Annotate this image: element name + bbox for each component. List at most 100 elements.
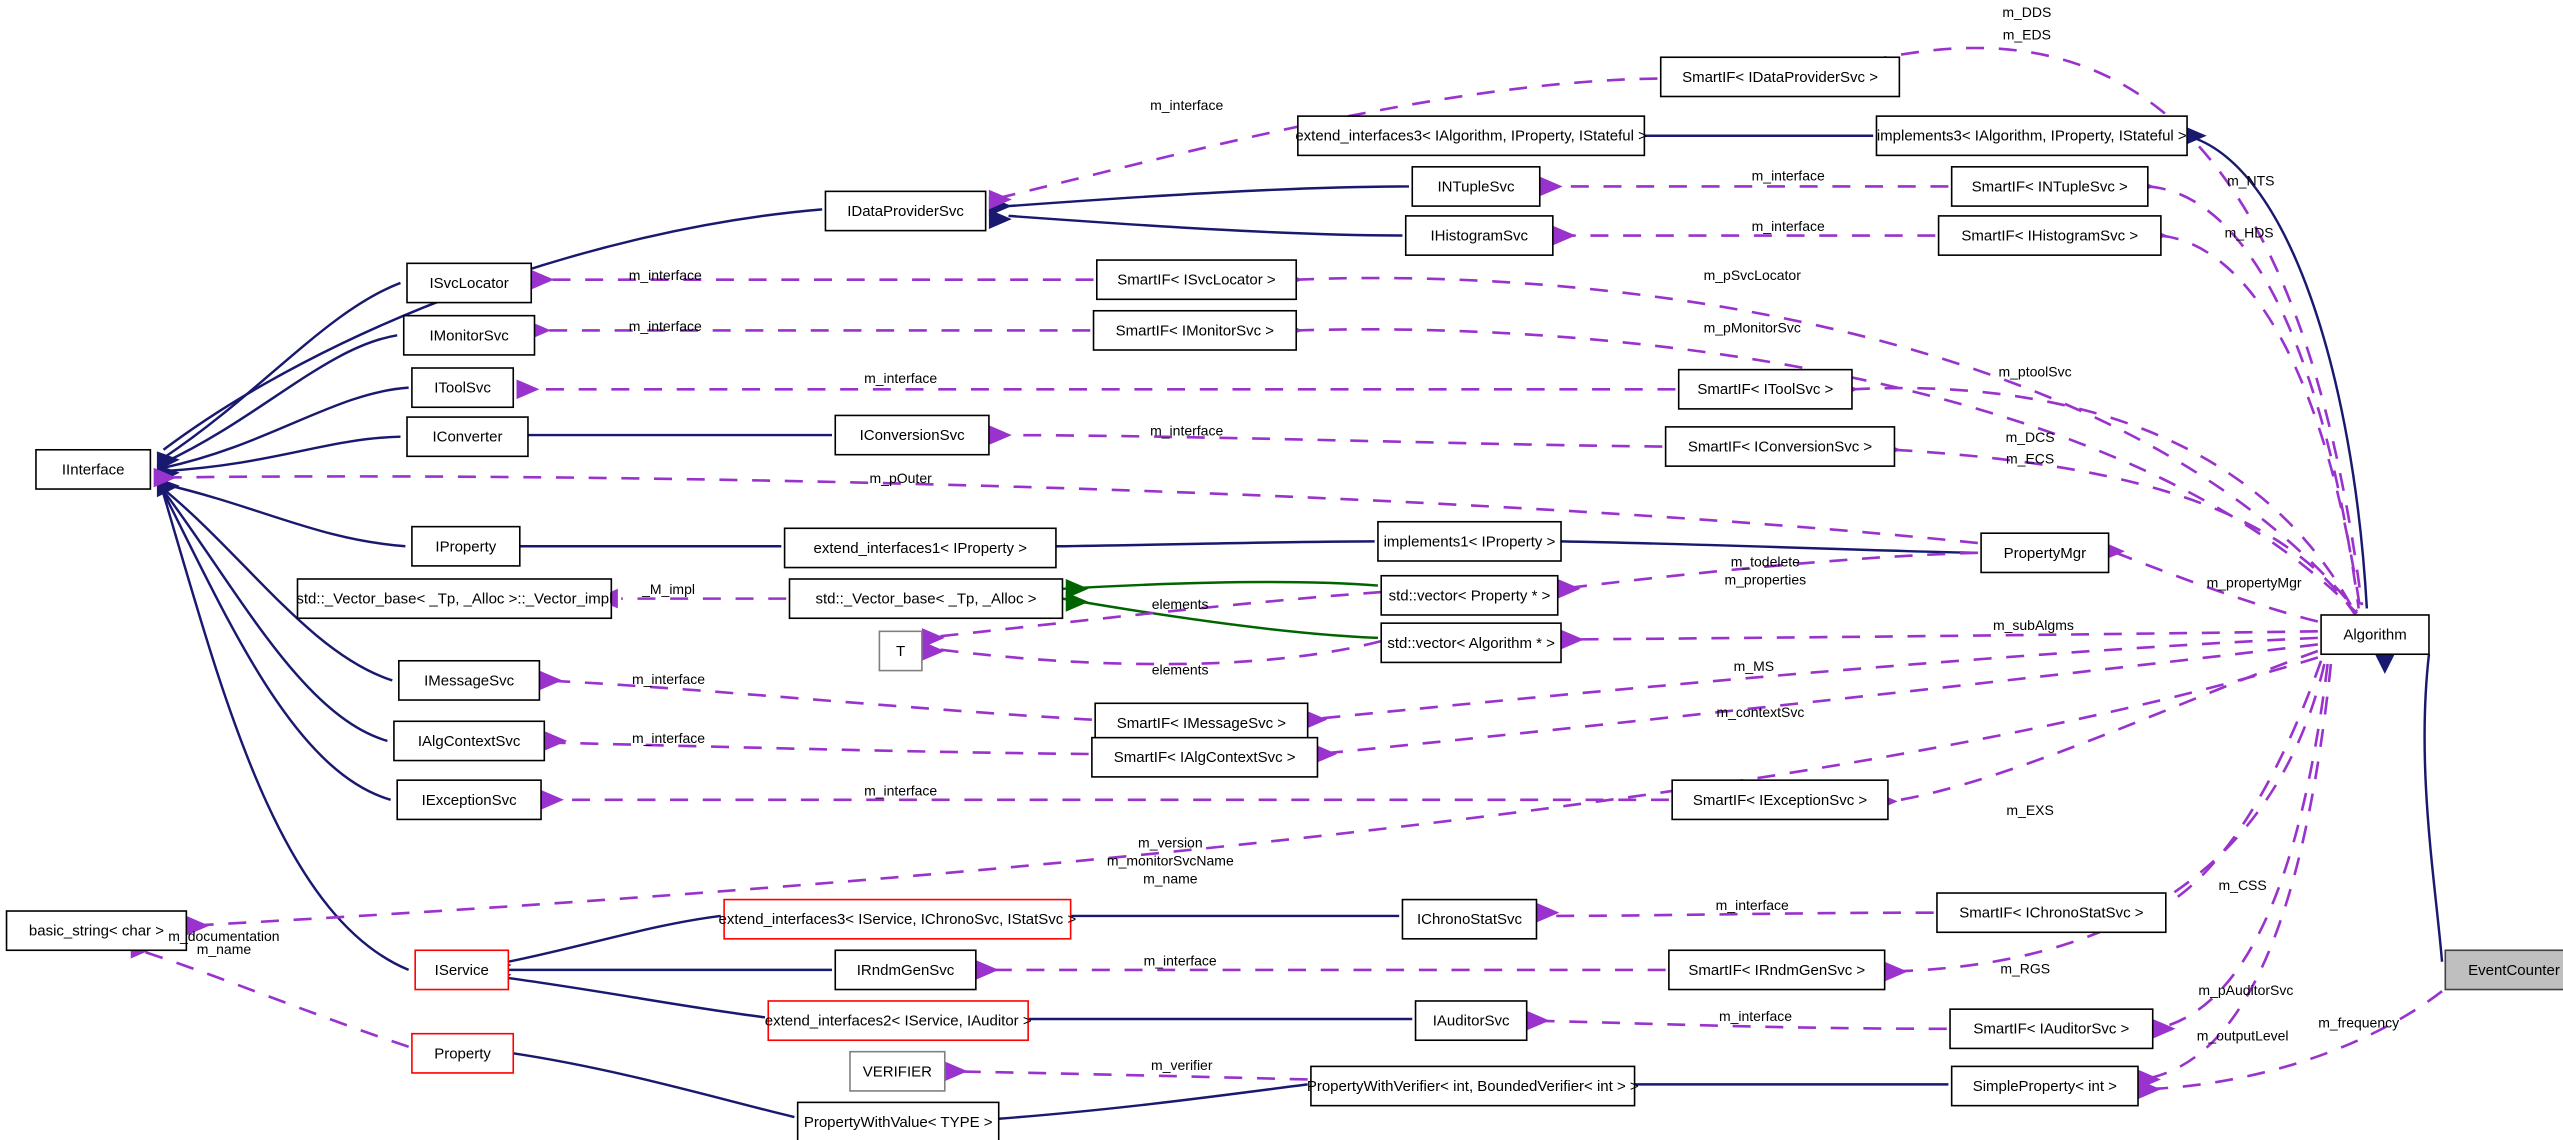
class-node-box[interactable] bbox=[1094, 702, 1309, 744]
class-node-box[interactable] bbox=[1664, 426, 1896, 467]
class-node-box[interactable] bbox=[1937, 215, 2162, 256]
class-node-box[interactable] bbox=[1677, 368, 1853, 410]
class-node-box[interactable] bbox=[398, 659, 541, 701]
class-node-smartif_iconversionsvc[interactable]: SmartIF< IConversionSvc > bbox=[1664, 426, 1896, 467]
class-node-iconversionsvc[interactable]: IConversionSvc bbox=[834, 414, 990, 456]
class-node-box[interactable] bbox=[5, 910, 188, 952]
class-node-box[interactable] bbox=[1092, 309, 1298, 351]
class-node-box[interactable] bbox=[1297, 115, 1646, 157]
class-node-propertywithvalue[interactable]: PropertyWithValue< TYPE > bbox=[796, 1101, 1000, 1140]
class-node-iconverter[interactable]: IConverter bbox=[406, 416, 529, 458]
class-node-box[interactable] bbox=[878, 630, 923, 672]
class-node-simpleproperty[interactable]: SimpleProperty< int > bbox=[1950, 1065, 2139, 1107]
class-node-verifier[interactable]: VERIFIER bbox=[849, 1050, 946, 1092]
class-node-implements1[interactable]: implements1< IProperty > bbox=[1377, 520, 1562, 562]
class-node-vector_impl[interactable]: std::_Vector_base< _Tp, _Alloc >::_Vecto… bbox=[296, 578, 613, 620]
class-node-box[interactable] bbox=[824, 190, 987, 232]
class-node-vector_base[interactable]: std::_Vector_base< _Tp, _Alloc > bbox=[788, 578, 1064, 620]
class-node-box[interactable] bbox=[1668, 949, 1886, 991]
class-node-propertywithverifier[interactable]: PropertyWithVerifier< int, BoundedVerifi… bbox=[1307, 1065, 1639, 1107]
class-node-box[interactable] bbox=[834, 414, 990, 456]
class-node-box[interactable] bbox=[1659, 56, 1901, 98]
class-node-box[interactable] bbox=[296, 578, 613, 620]
class-node-box[interactable] bbox=[788, 578, 1064, 620]
class-node-smartif_irndmgensvc[interactable]: SmartIF< IRndmGenSvc > bbox=[1668, 949, 1886, 991]
class-node-box[interactable] bbox=[1380, 622, 1562, 664]
class-node-box[interactable] bbox=[406, 416, 529, 458]
class-node-itoolsvc[interactable]: IToolSvc bbox=[411, 367, 515, 409]
class-node-smartif_ihistogramsvc[interactable]: SmartIF< IHistogramSvc > bbox=[1937, 215, 2162, 256]
class-node-box[interactable] bbox=[406, 262, 533, 304]
class-node-box[interactable] bbox=[1095, 259, 1298, 301]
class-node-smartif_itoolsvc[interactable]: SmartIF< IToolSvc > bbox=[1677, 368, 1853, 410]
class-node-implements3[interactable]: implements3< IAlgorithm, IProperty, ISta… bbox=[1875, 115, 2188, 157]
class-node-smartif_ialgcontextsvc[interactable]: SmartIF< IAlgContextSvc > bbox=[1091, 736, 1319, 778]
class-node-smartif_intuplesvc[interactable]: SmartIF< INTupleSvc > bbox=[1950, 166, 2149, 207]
class-node-intuplesvc[interactable]: INTupleSvc bbox=[1411, 166, 1541, 207]
class-node-box[interactable] bbox=[411, 1032, 515, 1074]
class-node-box[interactable] bbox=[1671, 779, 1889, 821]
class-node-box[interactable] bbox=[723, 898, 1072, 940]
class-node-ialgcontextsvc[interactable]: IAlgContextSvc bbox=[393, 720, 546, 762]
class-node-box[interactable] bbox=[1377, 520, 1562, 562]
class-node-property_red[interactable]: Property bbox=[411, 1032, 515, 1074]
class-node-box[interactable] bbox=[2320, 614, 2430, 656]
class-node-idataprovidersvc[interactable]: IDataProviderSvc bbox=[824, 190, 987, 232]
class-node-iservice[interactable]: IService bbox=[414, 949, 510, 991]
class-node-extend_interfaces3_svc[interactable]: extend_interfaces3< IService, IChronoSvc… bbox=[719, 898, 1077, 940]
class-node-box[interactable] bbox=[1310, 1065, 1636, 1107]
class-node-imessagesvc[interactable]: IMessageSvc bbox=[398, 659, 541, 701]
class-node-smartif_iexceptionsvc[interactable]: SmartIF< IExceptionSvc > bbox=[1671, 779, 1889, 821]
class-node-box[interactable] bbox=[1949, 1008, 2154, 1050]
class-node-box[interactable] bbox=[834, 949, 977, 991]
class-node-box[interactable] bbox=[414, 949, 510, 991]
class-node-smartif_ichronostatsvc[interactable]: SmartIF< IChronoStatSvc > bbox=[1936, 892, 2167, 934]
class-node-propertymgr[interactable]: PropertyMgr bbox=[1980, 532, 2110, 574]
class-node-ihistogramsvc[interactable]: IHistogramSvc bbox=[1404, 215, 1554, 256]
class-node-box[interactable] bbox=[1411, 166, 1541, 207]
class-node-isvclocator[interactable]: ISvcLocator bbox=[406, 262, 533, 304]
class-node-ichronostatsvc[interactable]: IChronoStatSvc bbox=[1401, 898, 1538, 940]
class-node-smartif_imessagesvc[interactable]: SmartIF< IMessageSvc > bbox=[1094, 702, 1309, 744]
class-node-iauditorsvc[interactable]: IAuditorSvc bbox=[1414, 1000, 1528, 1042]
class-node-box[interactable] bbox=[1380, 574, 1559, 616]
class-node-box[interactable] bbox=[1980, 532, 2110, 574]
class-node-box[interactable] bbox=[411, 525, 521, 567]
class-node-box[interactable] bbox=[402, 314, 536, 356]
class-node-box[interactable] bbox=[1091, 736, 1319, 778]
class-node-extend_interfaces2_svc[interactable]: extend_interfaces2< IService, IAuditor > bbox=[765, 1000, 1032, 1042]
class-node-box[interactable] bbox=[1875, 115, 2188, 157]
class-node-box[interactable] bbox=[1404, 215, 1554, 256]
class-node-box[interactable] bbox=[783, 527, 1057, 569]
class-node-extend_interfaces3_alg[interactable]: extend_interfaces3< IAlgorithm, IPropert… bbox=[1295, 115, 1647, 157]
class-node-eventcounter[interactable]: EventCounter bbox=[2444, 949, 2563, 991]
class-node-basic_string[interactable]: basic_string< char > bbox=[5, 910, 188, 952]
class-node-vector_property[interactable]: std::vector< Property * > bbox=[1380, 574, 1559, 616]
class-node-iproperty[interactable]: IProperty bbox=[411, 525, 521, 567]
class-node-box[interactable] bbox=[849, 1050, 946, 1092]
class-node-box[interactable] bbox=[35, 448, 152, 490]
class-node-smartif_idataprovidersvc[interactable]: SmartIF< IDataProviderSvc > bbox=[1659, 56, 1901, 98]
class-node-box[interactable] bbox=[2444, 949, 2563, 991]
class-node-box[interactable] bbox=[1950, 166, 2149, 207]
class-node-algorithm[interactable]: Algorithm bbox=[2320, 614, 2430, 656]
class-node-box[interactable] bbox=[1414, 1000, 1528, 1042]
class-node-box[interactable] bbox=[396, 779, 542, 821]
class-node-vector_algorithm[interactable]: std::vector< Algorithm * > bbox=[1380, 622, 1562, 664]
class-node-box[interactable] bbox=[1936, 892, 2167, 934]
class-node-irndmgensvc[interactable]: IRndmGenSvc bbox=[834, 949, 977, 991]
class-node-smartif_isvclocator[interactable]: SmartIF< ISvcLocator > bbox=[1095, 259, 1298, 301]
class-node-extend_interfaces1[interactable]: extend_interfaces1< IProperty > bbox=[783, 527, 1057, 569]
class-node-box[interactable] bbox=[767, 1000, 1029, 1042]
class-node-box[interactable] bbox=[796, 1101, 1000, 1140]
class-node-box[interactable] bbox=[393, 720, 546, 762]
class-node-iexceptionsvc[interactable]: IExceptionSvc bbox=[396, 779, 542, 821]
class-node-box[interactable] bbox=[411, 367, 515, 409]
class-node-imonitorsvc[interactable]: IMonitorSvc bbox=[402, 314, 536, 356]
class-node-smartif_imonitorsvc[interactable]: SmartIF< IMonitorSvc > bbox=[1092, 309, 1298, 351]
class-node-box[interactable] bbox=[1401, 898, 1538, 940]
class-node-box[interactable] bbox=[1950, 1065, 2139, 1107]
class-node-t_node[interactable]: T bbox=[878, 630, 923, 672]
class-node-smartif_iauditorsvc[interactable]: SmartIF< IAuditorSvc > bbox=[1949, 1008, 2154, 1050]
class-node-iinterface[interactable]: IInterface bbox=[35, 448, 152, 490]
